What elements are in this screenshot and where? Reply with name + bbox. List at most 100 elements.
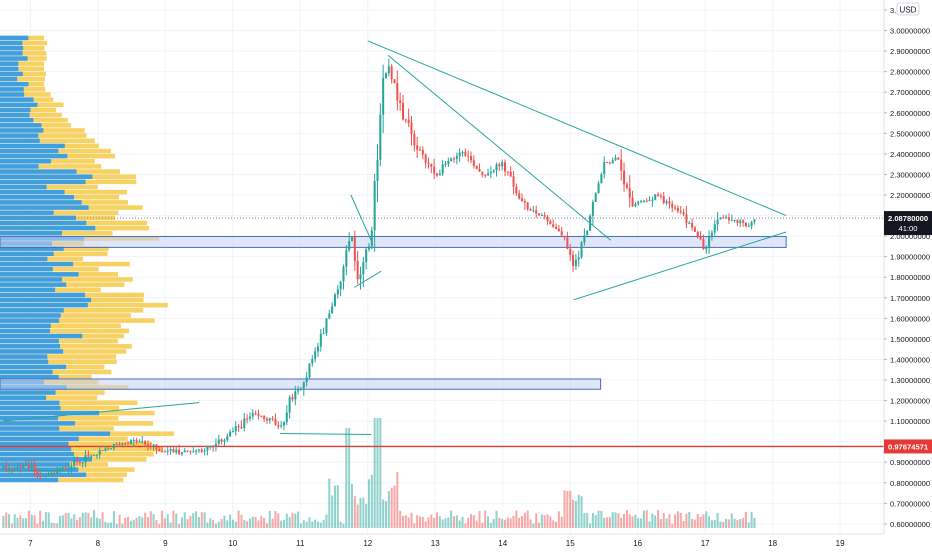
price-tick-label: 1.90000000 [890, 253, 930, 262]
volume-bar [518, 517, 521, 528]
candle [280, 420, 283, 429]
volume-bar [713, 519, 716, 528]
volume-bar [532, 523, 535, 528]
volume-bar [214, 523, 217, 528]
candle-body [401, 102, 405, 120]
profile-bar-sell [0, 477, 124, 483]
candle-body [458, 152, 461, 156]
profile-bar-buy [0, 107, 31, 113]
candle [705, 245, 708, 254]
candle-body [217, 439, 220, 444]
volume-bar [84, 512, 87, 528]
profile-bar-sell [0, 369, 112, 375]
volume-bar [127, 516, 130, 528]
volume-bar [325, 514, 328, 528]
candle [399, 92, 402, 112]
candle [679, 205, 682, 215]
candle [617, 156, 620, 160]
volume-bar [274, 511, 277, 528]
candle-body [625, 184, 628, 188]
volume-bar [521, 516, 524, 528]
candle-body [685, 214, 688, 224]
candle [430, 163, 433, 174]
candle [407, 108, 410, 128]
candle [36, 467, 39, 479]
candle-body [22, 465, 25, 469]
profile-bar-buy [0, 148, 59, 154]
candle-body [274, 418, 277, 425]
volume-bar [668, 514, 671, 528]
candle-body [192, 451, 195, 453]
profile-bar-sell [0, 323, 121, 329]
time-axis[interactable]: 7 8 9 10 11 12 13 14 15 16 17 18 19 [0, 533, 932, 550]
candle [654, 194, 657, 201]
profile-bar-sell [0, 92, 51, 97]
volume-bar [438, 516, 441, 528]
price-axis[interactable]: 3.1 3.00000000 2.90000000 2.80000000 2.70000… [883, 0, 932, 550]
candle-body [129, 440, 132, 445]
candle [475, 165, 478, 170]
volume-bar [481, 522, 484, 528]
candle-body [668, 201, 671, 204]
profile-bar-sell [0, 71, 46, 77]
volume-bar [523, 512, 526, 528]
profile-bar-buy [0, 102, 38, 108]
candle-body [702, 239, 705, 250]
candle-body [189, 451, 192, 453]
volume-bar [305, 521, 308, 528]
volume-bar [333, 485, 336, 528]
candle-body [438, 173, 441, 176]
candle-body [742, 220, 745, 223]
candle [110, 447, 113, 450]
candle-body [183, 450, 186, 453]
volume-bar [10, 523, 13, 528]
candle-body [693, 227, 696, 232]
volume-bar [5, 512, 8, 528]
volume-profile [0, 35, 174, 483]
profile-bar-buy [0, 138, 40, 144]
price-tick-label: 1.70000000 [890, 294, 930, 303]
profile-bar-sell [0, 251, 108, 257]
volume-bar [427, 517, 430, 528]
candle [461, 150, 464, 157]
price-axis-background [884, 0, 932, 550]
candle [625, 182, 628, 190]
volume-bar [271, 518, 274, 528]
candle [333, 292, 336, 307]
profile-bar-buy [0, 354, 48, 359]
candle-body [518, 193, 521, 199]
candle-body [237, 426, 240, 428]
candle-body [532, 210, 535, 212]
volume-bar [611, 512, 614, 528]
candle [229, 429, 232, 438]
candle [197, 448, 200, 454]
volume-bar [450, 510, 453, 528]
candle-body [603, 161, 606, 174]
candle-body [149, 446, 152, 448]
volume-bar [404, 515, 407, 528]
candle [8, 464, 11, 473]
profile-bar-buy [0, 169, 77, 174]
candle-body [345, 250, 348, 267]
time-tick-label: 9 [163, 539, 168, 548]
candle [557, 224, 560, 232]
candle-body [263, 415, 266, 419]
volume-bar [685, 513, 688, 528]
currency-badge[interactable]: USD [896, 2, 920, 16]
volume-bar [30, 514, 33, 528]
currency-badge-label: USD [900, 6, 917, 15]
volume-bar [25, 518, 28, 528]
volume-bar [220, 519, 223, 528]
candle [682, 208, 685, 217]
candle-body [61, 467, 64, 469]
current-price-tag-label: 2.08780000 [888, 214, 928, 223]
price-tick-label: 0.80000000 [890, 479, 930, 488]
profile-bar-buy [0, 230, 62, 236]
time-tick-label: 7 [28, 539, 33, 548]
volume-bar [365, 503, 368, 528]
candle [668, 196, 671, 209]
profile-bar-buy [0, 451, 74, 457]
volume-bar [691, 518, 694, 528]
